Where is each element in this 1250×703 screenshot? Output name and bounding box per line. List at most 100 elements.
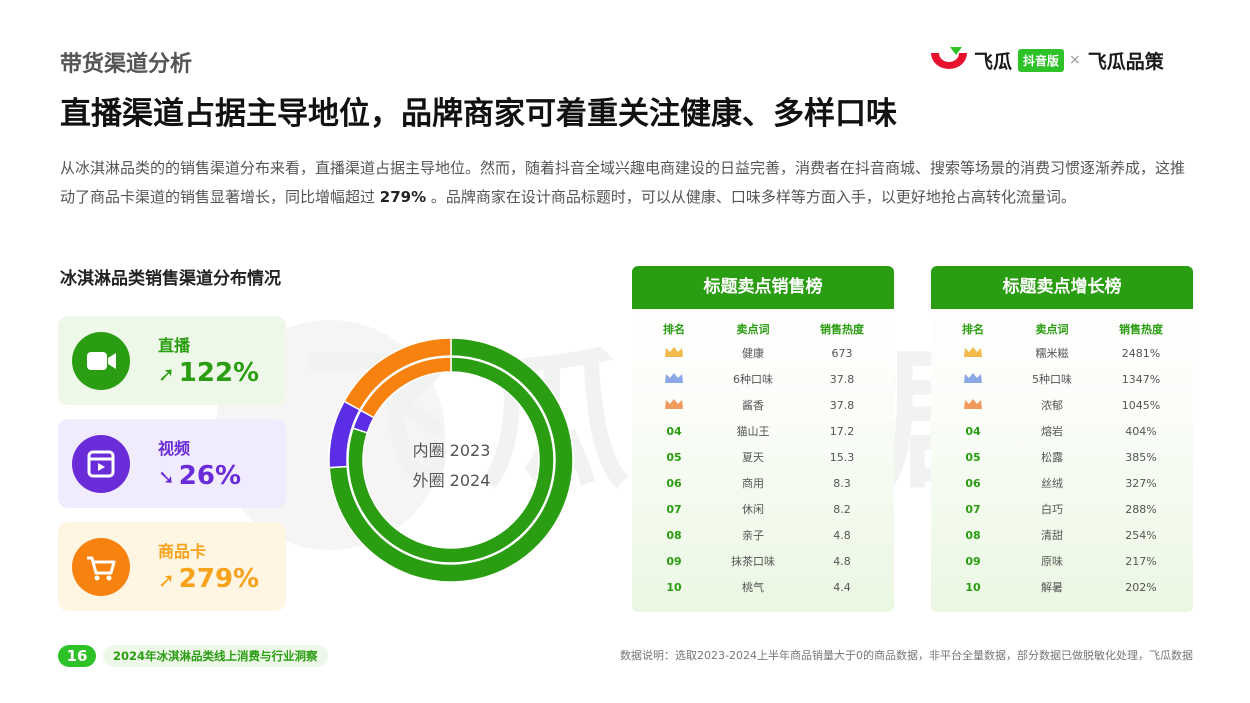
sales-heat-value: 2481% — [1121, 346, 1161, 360]
brand-tag: 抖音版 — [1018, 48, 1065, 72]
table-row: 酱香 37.8 — [632, 392, 894, 418]
sales-heat-value: 327% — [1125, 476, 1157, 490]
selling-point-word: 解暑 — [1041, 581, 1063, 594]
channel-change: ➚ 122% — [158, 358, 259, 388]
channel-name: 直播 — [158, 336, 191, 355]
table-row: 05 夏天 15.3 — [632, 444, 894, 470]
table-row: 09 原味 217% — [931, 548, 1193, 574]
table-row: 10 解暑 202% — [931, 574, 1193, 600]
sales-heat-value: 254% — [1125, 528, 1157, 542]
sales-heat-value: 404% — [1125, 424, 1157, 438]
sales-heat-value: 4.4 — [833, 580, 851, 594]
selling-point-word: 原味 — [1041, 555, 1063, 568]
channel-name: 视频 — [158, 439, 191, 458]
brand-name-pince: 飞瓜品策 — [1087, 50, 1164, 73]
sales-heat-value: 288% — [1125, 502, 1157, 516]
rank-number: 10 — [965, 580, 981, 594]
sales-heat-value: 37.8 — [829, 398, 855, 412]
rank-number: 10 — [666, 580, 682, 594]
rank-number: 04 — [965, 424, 981, 438]
selling-point-word: 夏天 — [742, 451, 764, 464]
donut-slice-outer-0 — [328, 337, 574, 583]
column-word: 卖点词 — [736, 323, 770, 336]
sales-heat-value: 8.3 — [833, 476, 851, 490]
silver-crown-icon — [632, 372, 716, 387]
selling-point-word: 酱香 — [742, 399, 764, 412]
donut-slice-inner-2 — [359, 356, 452, 419]
video-play-icon — [72, 435, 130, 493]
rank-number: 06 — [965, 476, 981, 490]
rank-number: 05 — [965, 450, 981, 464]
channel-name: 商品卡 — [158, 542, 207, 561]
channel-change-value: 26% — [178, 461, 241, 491]
sales-rank-rows: 健康 673 6种口味 37.8 酱香 37.8 04 猫山王 17.2 05 夏天 15.3 06 商用… — [632, 340, 894, 600]
sales-rank-panel: 标题卖点销售榜 排名 卖点词 销售热度 健康 673 6种口味 37.8 酱香 37.8 0… — [632, 266, 894, 612]
table-row: 健康 673 — [632, 340, 894, 366]
rank-number: 04 — [666, 424, 682, 438]
channel-card-product-card: 商品卡 ➚ 279% — [58, 522, 286, 611]
bronze-crown-icon — [931, 398, 1015, 413]
selling-point-word: 桃气 — [742, 581, 764, 594]
table-row: 10 桃气 4.4 — [632, 574, 894, 600]
table-row: 04 猫山王 17.2 — [632, 418, 894, 444]
trend-up-icon: ➚ — [158, 362, 175, 386]
brand-logo: 飞瓜 抖音版 × 飞瓜品策 — [928, 44, 1164, 76]
sales-heat-value: 8.2 — [833, 502, 851, 516]
channel-card-video: 视频 ➘ 26% — [58, 419, 286, 508]
intro-paragraph: 从冰淇淋品类的的销售渠道分布来看，直播渠道占据主导地位。然而，随着抖音全域兴趣电… — [60, 154, 1195, 212]
rank-number: 09 — [965, 554, 981, 568]
trend-down-icon: ➘ — [158, 465, 175, 489]
column-rank: 排名 — [962, 323, 984, 336]
data-note: 数据说明：选取2023-2024上半年商品销量大于0的商品数据，非平台全量数据，… — [620, 649, 1193, 662]
sales-heat-value: 1045% — [1121, 398, 1161, 412]
table-row: 5种口味 1347% — [931, 366, 1193, 392]
trend-up-icon: ➚ — [158, 568, 175, 592]
selling-point-word: 6种口味 — [733, 373, 773, 386]
table-row: 09 抹茶口味 4.8 — [632, 548, 894, 574]
selling-point-word: 5种口味 — [1032, 373, 1072, 386]
channel-donut-chart — [328, 337, 574, 583]
table-row: 糯米糍 2481% — [931, 340, 1193, 366]
selling-point-word: 健康 — [742, 347, 764, 360]
sales-heat-value: 15.3 — [829, 450, 855, 464]
column-rank: 排名 — [663, 323, 685, 336]
selling-point-word: 休闲 — [742, 503, 764, 516]
selling-point-word: 白巧 — [1041, 503, 1063, 516]
table-row: 04 熔岩 404% — [931, 418, 1193, 444]
selling-point-word: 熔岩 — [1041, 425, 1063, 438]
table-row: 6种口味 37.8 — [632, 366, 894, 392]
rank-number: 06 — [666, 476, 682, 490]
growth-rank-columns: 排名 卖点词 销售热度 — [931, 321, 1193, 337]
rank-number: 07 — [666, 502, 682, 516]
donut-slice-inner-0 — [347, 356, 555, 564]
table-row: 08 清甜 254% — [931, 522, 1193, 548]
sales-heat-value: 1347% — [1121, 372, 1161, 386]
shopping-cart-icon — [72, 538, 130, 596]
sales-heat-value: 202% — [1125, 580, 1157, 594]
channel-change: ➚ 279% — [158, 564, 259, 594]
selling-point-word: 猫山王 — [736, 425, 770, 438]
page-number: 16 — [58, 645, 96, 667]
sales-heat-value: 17.2 — [829, 424, 855, 438]
sales-heat-value: 385% — [1125, 450, 1157, 464]
rank-number: 07 — [965, 502, 981, 516]
sales-rank-columns: 排名 卖点词 销售热度 — [632, 321, 894, 337]
growth-rank-rows: 糯米糍 2481% 5种口味 1347% 浓郁 1045% 04 熔岩 404% 05 松露 385%… — [931, 340, 1193, 600]
sales-heat-value: 37.8 — [829, 372, 855, 386]
table-row: 07 休闲 8.2 — [632, 496, 894, 522]
selling-point-word: 浓郁 — [1041, 399, 1063, 412]
gold-crown-icon — [632, 346, 716, 361]
report-title: 2024年冰淇淋品类线上消费与行业洞察 — [103, 645, 328, 667]
sales-heat-value: 673 — [831, 346, 853, 360]
table-row: 06 商用 8.3 — [632, 470, 894, 496]
table-row: 05 松露 385% — [931, 444, 1193, 470]
section-label: 带货渠道分析 — [60, 52, 193, 77]
growth-rank-title: 标题卖点增长榜 — [931, 266, 1193, 309]
donut-slice-outer-2 — [343, 337, 452, 411]
growth-rank-panel: 标题卖点增长榜 排名 卖点词 销售热度 糯米糍 2481% 5种口味 1347% 浓郁 1… — [931, 266, 1193, 612]
bronze-crown-icon — [632, 398, 716, 413]
rank-number: 08 — [965, 528, 981, 542]
feigua-logo-icon — [931, 47, 967, 69]
selling-point-word: 商用 — [742, 477, 764, 490]
selling-point-word: 抹茶口味 — [731, 555, 775, 568]
